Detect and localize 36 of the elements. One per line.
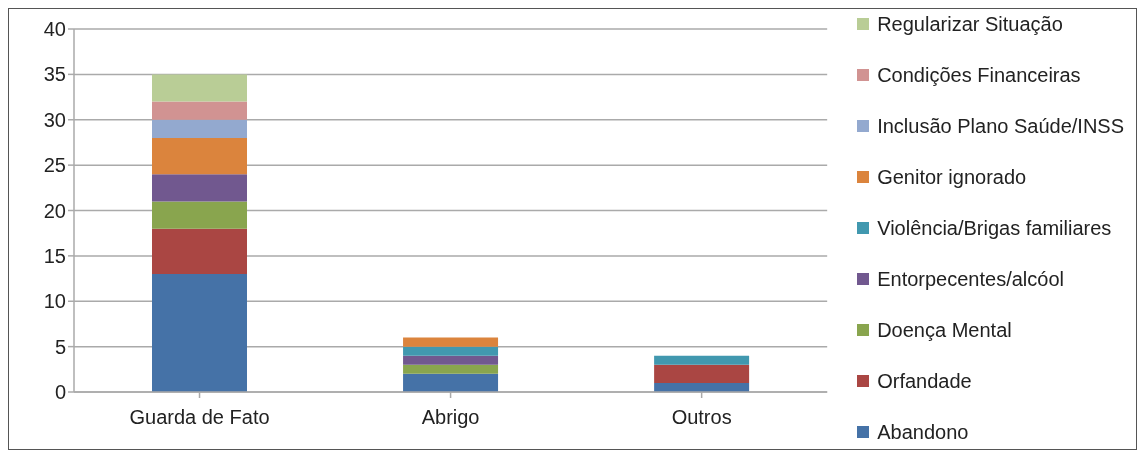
bar [403, 373, 499, 392]
x-tick-label: Abrigo [421, 406, 480, 429]
legend-label: Violência/Brigas familiares [877, 216, 1112, 241]
y-tick-label: 35 [43, 63, 66, 86]
y-tick-label: 20 [43, 199, 66, 222]
bar [403, 355, 499, 365]
y-tick-label: 15 [43, 244, 66, 267]
y-tick-label: 5 [54, 335, 66, 358]
legend-label: Doença Mental [877, 318, 1012, 343]
legend-label: Inclusão Plano Saúde/INSS [877, 114, 1124, 139]
bar [654, 364, 750, 383]
legend-label: Genitor ignorado [877, 165, 1027, 190]
y-tick-label: 40 [43, 18, 66, 41]
y-tick-label: 25 [43, 154, 66, 177]
bar [152, 101, 247, 120]
legend-label: Orfandade [877, 369, 972, 394]
bar [152, 228, 247, 275]
bar [152, 74, 247, 102]
bar [152, 274, 247, 392]
legend-label: Abandono [877, 420, 969, 445]
x-tick-label: Outros [671, 406, 732, 429]
y-tick-label: 30 [43, 108, 66, 131]
x-tick-label: Guarda de Fato [129, 406, 270, 429]
legend-label: Regularizar Situação [877, 12, 1063, 37]
bar [403, 364, 499, 374]
y-tick-label: 0 [54, 381, 66, 404]
bar [152, 137, 247, 175]
bar [654, 355, 750, 365]
y-tick-label: 10 [43, 290, 66, 313]
legend-label: Condições Financeiras [877, 63, 1081, 88]
bar [403, 337, 499, 347]
bar [152, 119, 247, 138]
legend-label: Entorpecentes/alcóol [877, 267, 1064, 292]
bar [152, 201, 247, 229]
bar [403, 346, 499, 356]
bar [152, 174, 247, 202]
